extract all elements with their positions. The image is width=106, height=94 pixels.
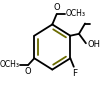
Text: OCH₃: OCH₃ (0, 60, 20, 69)
Text: O: O (24, 67, 31, 76)
Text: OH: OH (87, 40, 100, 49)
Text: OCH₃: OCH₃ (66, 9, 86, 18)
Text: O: O (54, 3, 60, 12)
Text: F: F (72, 69, 77, 78)
